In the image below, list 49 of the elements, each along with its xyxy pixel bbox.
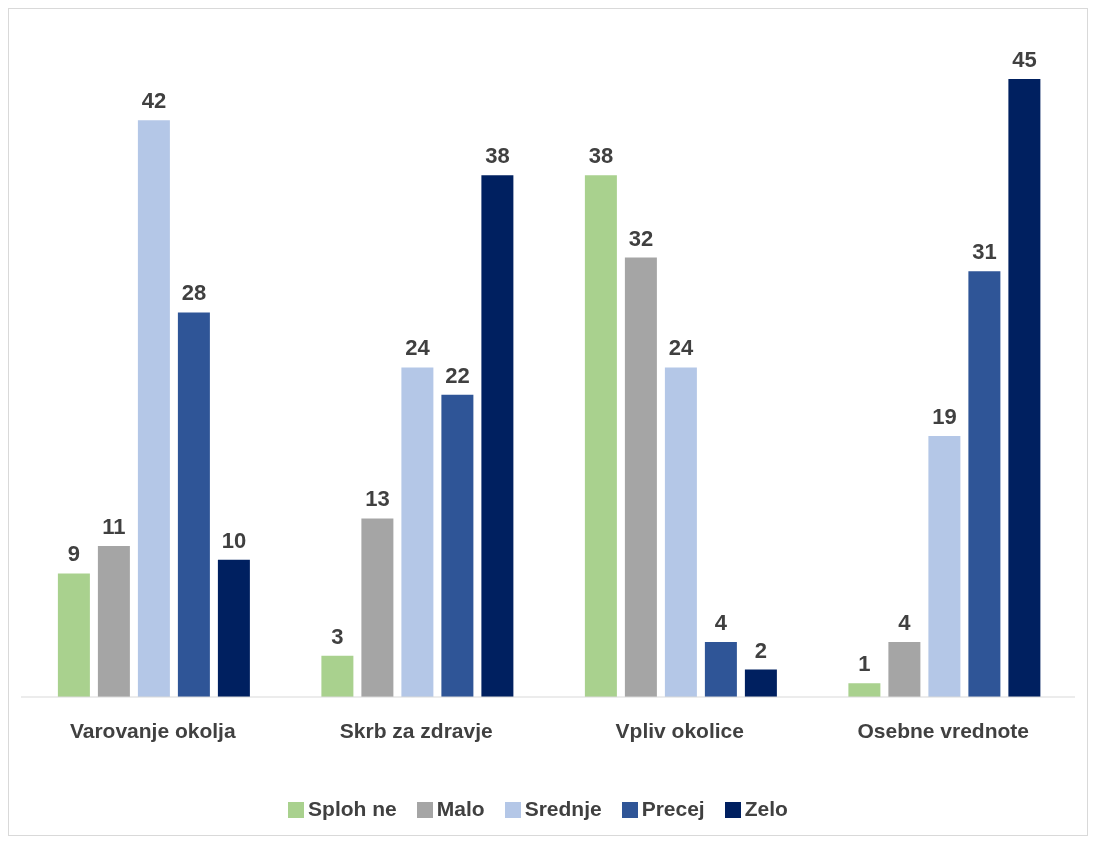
bar — [321, 655, 354, 697]
bar — [177, 312, 210, 697]
bar — [744, 669, 777, 697]
bar — [1008, 79, 1041, 697]
data-label: 22 — [445, 362, 470, 388]
legend-label: Sploh ne — [308, 797, 397, 820]
data-label: 11 — [102, 513, 126, 539]
bar — [584, 175, 617, 697]
data-label: 24 — [405, 335, 431, 361]
legend-label: Malo — [436, 797, 485, 820]
legend-label: Zelo — [744, 797, 788, 820]
data-label: 2 — [754, 637, 768, 663]
bar — [217, 559, 250, 697]
bar — [928, 436, 961, 697]
data-label: 32 — [628, 225, 654, 251]
x-tick-label: Osebne vrednote — [857, 718, 1030, 742]
data-label: 38 — [588, 143, 614, 169]
bar — [888, 642, 921, 697]
data-label: 42 — [141, 88, 167, 114]
data-label: 4 — [714, 610, 728, 636]
bar — [481, 175, 514, 697]
data-label: 31 — [972, 239, 997, 265]
bar — [441, 394, 474, 697]
legend-label: Srednje — [524, 797, 602, 820]
bar — [664, 367, 697, 697]
data-label: 13 — [365, 486, 390, 512]
data-label: 28 — [181, 280, 207, 306]
x-tick-label: Vpliv okolice — [615, 718, 744, 742]
data-label: 4 — [898, 610, 912, 636]
data-label: 9 — [67, 541, 81, 567]
x-tick-label: Varovanje okolja — [69, 718, 236, 742]
bar — [704, 642, 737, 697]
data-label: 3 — [331, 623, 344, 649]
x-tick-label: Skrb za zdravje — [339, 718, 493, 742]
bar — [848, 683, 881, 697]
bar — [97, 545, 130, 697]
data-label: 38 — [485, 143, 510, 169]
bar — [137, 120, 170, 697]
data-label: 45 — [1012, 47, 1037, 72]
bar — [57, 573, 90, 697]
bar — [361, 518, 394, 697]
data-label: 10 — [221, 527, 247, 553]
bar — [624, 257, 657, 697]
data-label: 24 — [668, 335, 694, 361]
data-label: 1 — [858, 651, 871, 677]
bar — [401, 367, 434, 697]
bar — [968, 271, 1001, 697]
legend-label: Precej — [641, 797, 705, 820]
data-label: 19 — [932, 404, 957, 430]
